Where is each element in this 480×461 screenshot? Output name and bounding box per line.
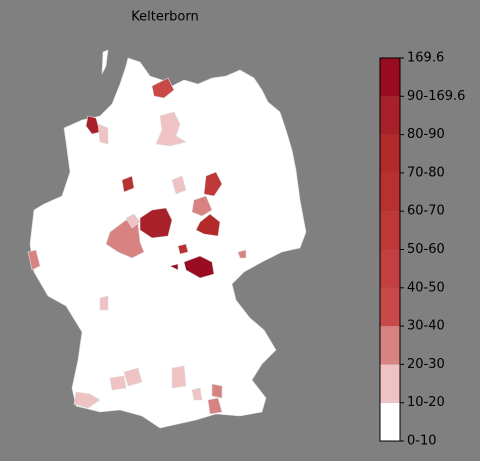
colorbar-label: 0-10: [407, 434, 437, 449]
colorbar-segment: [380, 96, 400, 135]
colorbar-segment: [380, 58, 400, 97]
colorbar-label: 70-80: [407, 165, 445, 180]
region: [139, 207, 173, 239]
region: [151, 77, 175, 99]
region: [183, 255, 215, 279]
region: [177, 243, 189, 255]
region: [171, 365, 187, 389]
colorbar-segment: [380, 402, 400, 441]
region: [85, 115, 101, 135]
colorbar-segment: [380, 134, 400, 173]
colorbar-segment: [380, 364, 400, 403]
map-title: Kelterborn: [131, 10, 199, 25]
country-outline: [29, 49, 307, 429]
region: [237, 249, 247, 259]
region: [207, 397, 223, 415]
colorbar-segment: [380, 287, 400, 327]
region: [211, 383, 223, 399]
colorbar-label: 80-90: [407, 127, 445, 142]
region: [191, 195, 213, 217]
region: [191, 387, 203, 401]
region: [73, 391, 101, 409]
region: [123, 367, 143, 387]
region: [99, 295, 109, 311]
region: [169, 263, 179, 271]
region: [203, 171, 223, 197]
colorbar-label: 30-40: [407, 319, 445, 334]
colorbar-segment: [380, 172, 400, 212]
colorbar-label: 60-70: [407, 204, 445, 219]
region: [27, 249, 41, 271]
colorbar-label: 20-30: [407, 357, 445, 372]
colorbar-label: 169.6: [407, 51, 444, 66]
colorbar-segment: [380, 211, 400, 250]
region: [125, 213, 141, 229]
region: [171, 175, 187, 195]
region: [109, 375, 127, 391]
region: [121, 175, 135, 193]
colorbar-label: 90-169.6: [407, 89, 465, 104]
colorbar-segment: [380, 326, 400, 365]
region: [195, 213, 221, 237]
colorbar-label: 10-20: [407, 395, 445, 410]
germany-map: [27, 49, 307, 429]
colorbar-label: 50-60: [407, 242, 445, 257]
colorbar: 0-10 10-20 20-30 30-40 40-50 50-60 60-70 70-80 8…: [379, 51, 465, 449]
colorbar-label: 40-50: [407, 280, 445, 295]
region: [97, 123, 109, 145]
region: [155, 111, 187, 147]
colorbar-segment: [380, 249, 400, 288]
